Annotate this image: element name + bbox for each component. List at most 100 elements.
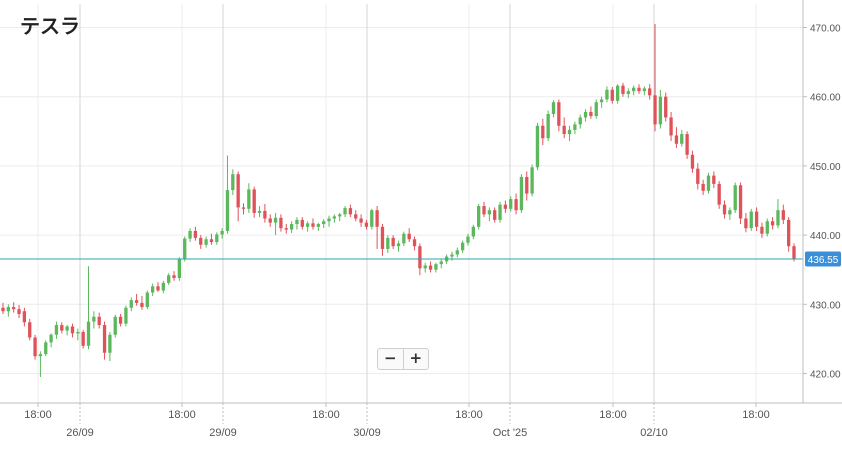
candle-body bbox=[300, 219, 304, 227]
zoom-out-button[interactable]: − bbox=[383, 349, 397, 367]
candle-body bbox=[268, 218, 272, 223]
candle bbox=[765, 218, 769, 237]
candle-body bbox=[567, 129, 572, 135]
candle bbox=[690, 150, 695, 173]
candle bbox=[664, 92, 668, 122]
candle-body bbox=[760, 226, 764, 234]
candle bbox=[509, 196, 513, 212]
candle bbox=[380, 224, 385, 256]
candle bbox=[498, 201, 502, 223]
candle bbox=[241, 203, 246, 215]
candle bbox=[674, 127, 679, 148]
candle bbox=[407, 228, 411, 243]
candle-body bbox=[605, 89, 609, 100]
candle bbox=[423, 262, 427, 273]
candle-body bbox=[188, 230, 192, 239]
candle bbox=[316, 222, 320, 231]
candle-body bbox=[776, 210, 780, 226]
candle-body bbox=[519, 176, 524, 211]
candle bbox=[65, 325, 69, 336]
candle-body bbox=[60, 325, 64, 331]
candle-body bbox=[364, 222, 369, 227]
candle bbox=[44, 340, 48, 357]
candle bbox=[76, 328, 80, 341]
x-tick-label-date: 29/09 bbox=[209, 427, 237, 439]
candle bbox=[12, 302, 16, 313]
candle-body bbox=[209, 239, 214, 243]
candle bbox=[28, 318, 32, 341]
candle bbox=[129, 297, 133, 312]
candle bbox=[712, 171, 716, 189]
candle-body bbox=[322, 221, 326, 225]
candle-body bbox=[375, 210, 379, 227]
candle-body bbox=[482, 206, 486, 215]
candle bbox=[108, 331, 112, 362]
y-tick-label: 470.00 bbox=[810, 24, 841, 35]
candle bbox=[268, 214, 272, 227]
candle bbox=[273, 212, 278, 236]
candle-body bbox=[183, 238, 187, 260]
candle-body bbox=[241, 207, 246, 209]
x-tick-label-time: 18:00 bbox=[599, 409, 627, 421]
candle-body bbox=[535, 125, 540, 168]
candle-body bbox=[193, 230, 198, 238]
y-tick-label: 460.00 bbox=[810, 93, 841, 104]
candle bbox=[338, 212, 342, 222]
candle bbox=[792, 243, 796, 262]
candle-body bbox=[17, 309, 21, 314]
candle bbox=[648, 84, 652, 100]
candle-body bbox=[172, 275, 176, 279]
candle bbox=[530, 164, 534, 197]
candle bbox=[621, 82, 625, 97]
candle-body bbox=[637, 87, 641, 92]
candle bbox=[54, 321, 59, 339]
candle-body bbox=[712, 175, 716, 184]
candle bbox=[183, 236, 187, 262]
candle bbox=[124, 305, 128, 327]
candle-body bbox=[396, 243, 401, 247]
candles bbox=[1, 24, 796, 377]
candle-body bbox=[589, 111, 593, 117]
x-tick-label-time: 18:00 bbox=[24, 409, 52, 421]
candle bbox=[535, 122, 540, 171]
candle-body bbox=[54, 325, 59, 335]
candle bbox=[482, 201, 486, 218]
candle bbox=[284, 224, 288, 234]
candle-body bbox=[685, 134, 689, 155]
candle-body bbox=[706, 175, 711, 191]
candle bbox=[396, 240, 401, 252]
candle bbox=[696, 163, 700, 190]
candle-body bbox=[108, 334, 112, 353]
candle-body bbox=[781, 210, 785, 220]
candle-body bbox=[423, 265, 427, 269]
candle-body bbox=[402, 233, 406, 244]
candle bbox=[359, 214, 363, 227]
candle-body bbox=[573, 124, 577, 130]
candle-body bbox=[509, 199, 513, 209]
candle bbox=[370, 208, 374, 230]
candle-body bbox=[514, 199, 518, 211]
candle bbox=[701, 179, 705, 195]
candle bbox=[81, 329, 85, 349]
candle bbox=[145, 290, 149, 310]
candle-body bbox=[70, 326, 75, 334]
candle-body bbox=[696, 168, 700, 184]
candle bbox=[583, 109, 588, 122]
candle bbox=[188, 228, 192, 243]
candle bbox=[632, 85, 636, 96]
current-price-label: 436.55 bbox=[808, 255, 839, 266]
candle-body bbox=[583, 111, 588, 118]
candle bbox=[776, 199, 780, 229]
candle bbox=[300, 217, 304, 230]
zoom-in-button[interactable]: + bbox=[402, 349, 429, 369]
candle-body bbox=[632, 87, 636, 92]
chart-title: テスラ bbox=[20, 14, 80, 38]
candle bbox=[658, 89, 663, 129]
candle bbox=[685, 131, 689, 159]
candle-body bbox=[487, 210, 492, 215]
candle-body bbox=[199, 237, 203, 245]
candle bbox=[615, 84, 620, 104]
candle-body bbox=[754, 211, 759, 227]
candle-body bbox=[450, 254, 454, 257]
